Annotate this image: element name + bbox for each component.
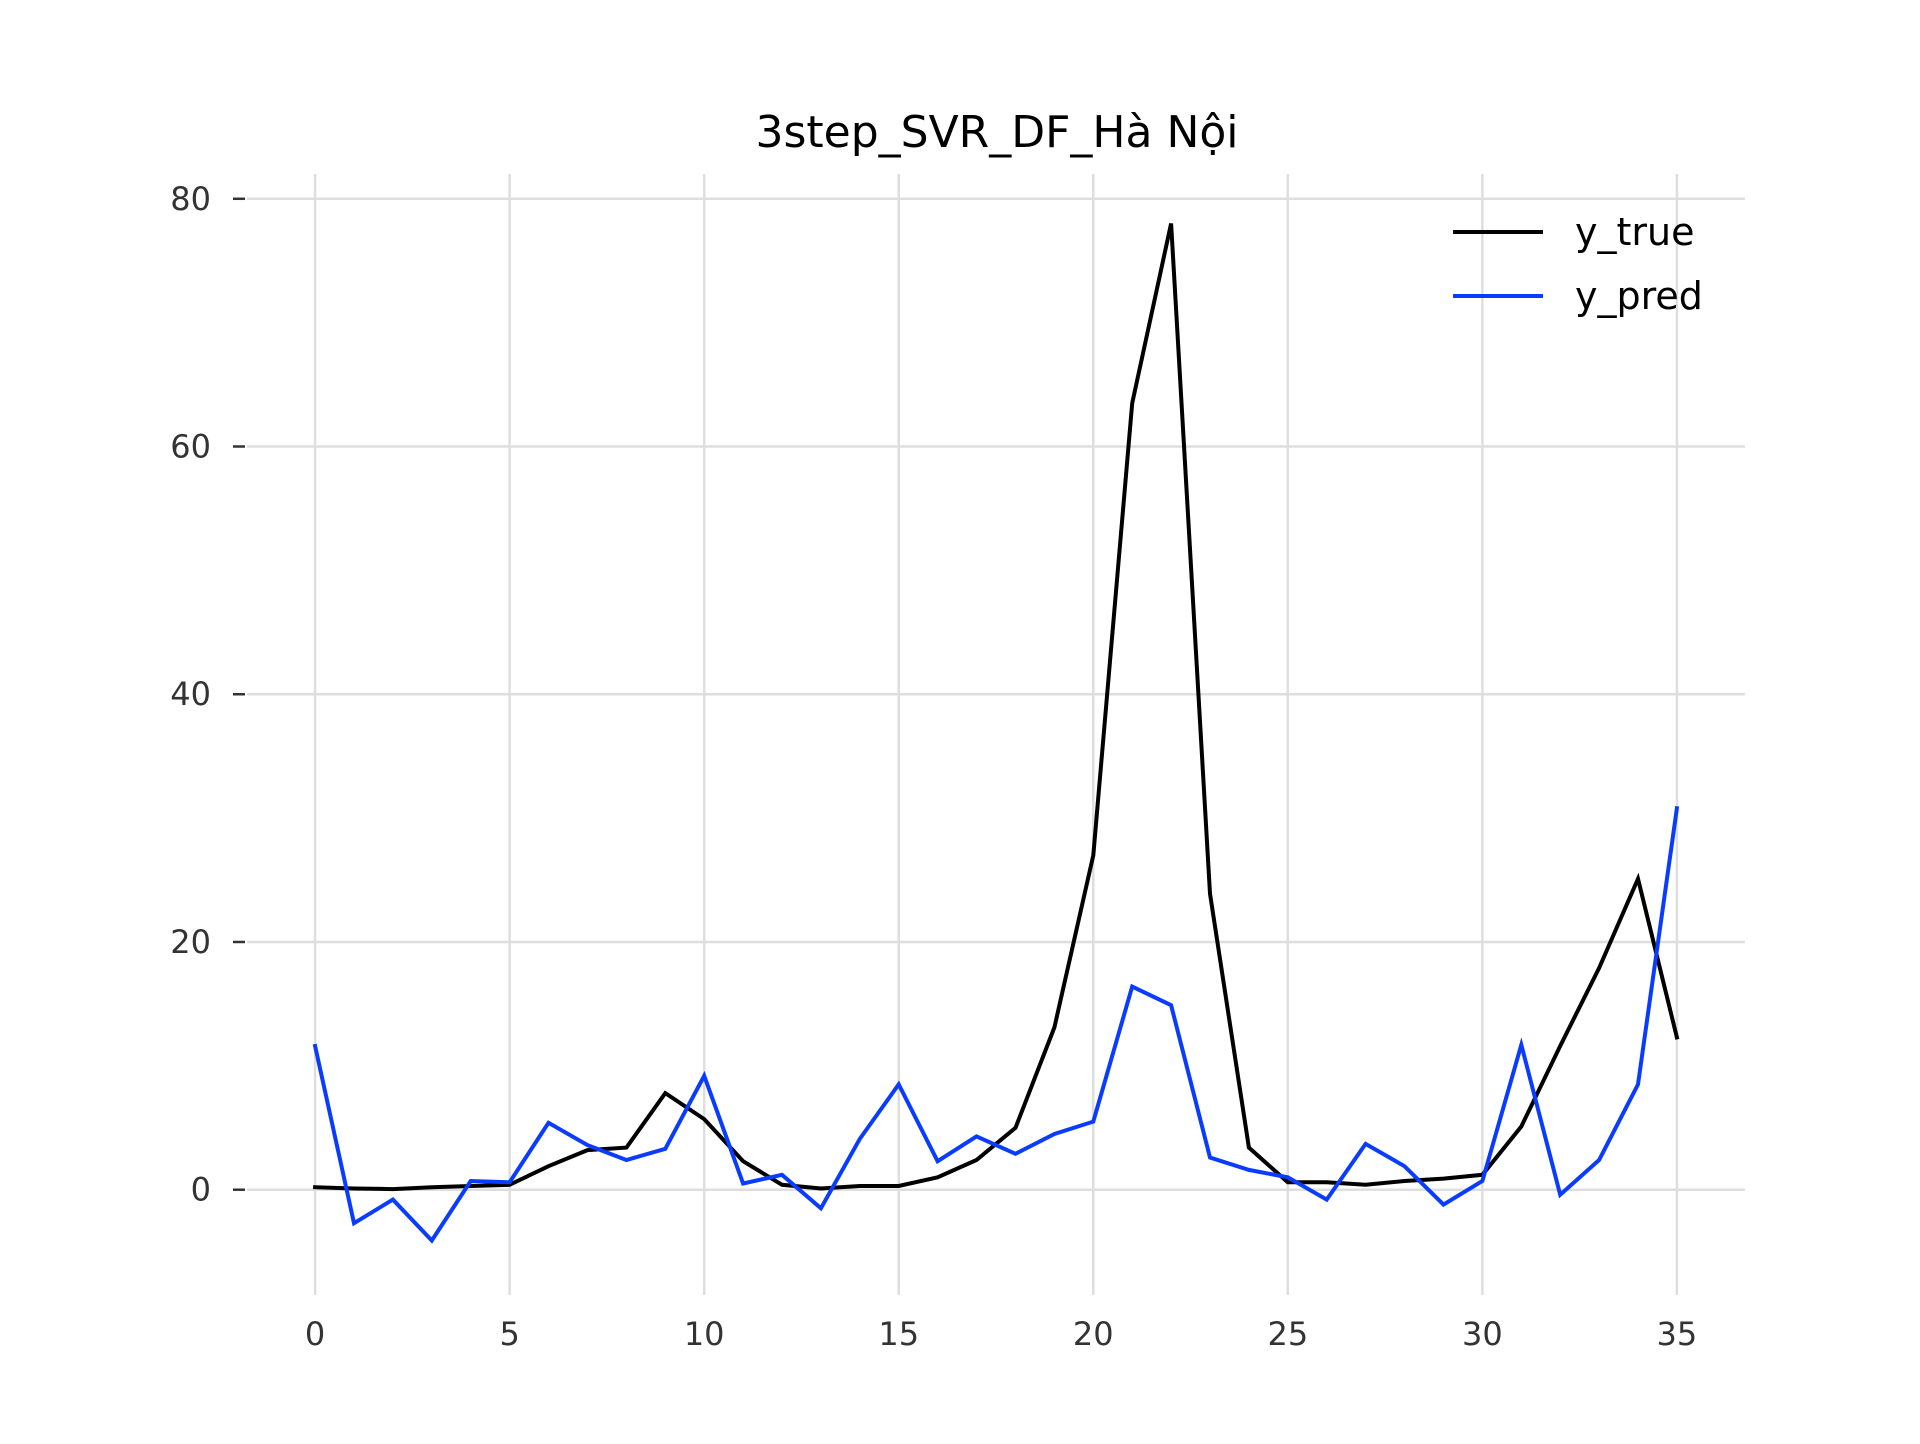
- x-tick-label: 5: [499, 1315, 519, 1353]
- x-tick-label: 10: [684, 1315, 725, 1353]
- legend-label-y-pred: y_pred: [1575, 274, 1703, 318]
- chart-title: 3step_SVR_DF_Hà Nội: [755, 107, 1238, 158]
- x-tick-label: 20: [1073, 1315, 1114, 1353]
- legend-label-y-true: y_true: [1575, 210, 1694, 254]
- grid-lines: [247, 174, 1745, 1295]
- series-line-y-true: [313, 223, 1680, 1192]
- legend: y_true y_pred: [1453, 210, 1703, 318]
- x-tick-label: 0: [305, 1315, 325, 1353]
- y-tick-label: 80: [170, 180, 211, 218]
- x-tick-label: 35: [1657, 1315, 1698, 1353]
- x-tick-label: 30: [1462, 1315, 1503, 1353]
- y-tick-label: 0: [191, 1171, 211, 1209]
- y-tick-label: 20: [170, 923, 211, 961]
- x-tick-label: 25: [1267, 1315, 1308, 1353]
- x-tick-label: 15: [878, 1315, 919, 1353]
- y-tick-label: 60: [170, 428, 211, 466]
- series-line-y-pred: [312, 805, 1680, 1244]
- axes: 0 5 10 15 20 25 30 35 0 20 40 60 80: [170, 180, 1697, 1353]
- y-tick-label: 40: [170, 675, 211, 713]
- series-lines: [312, 223, 1680, 1244]
